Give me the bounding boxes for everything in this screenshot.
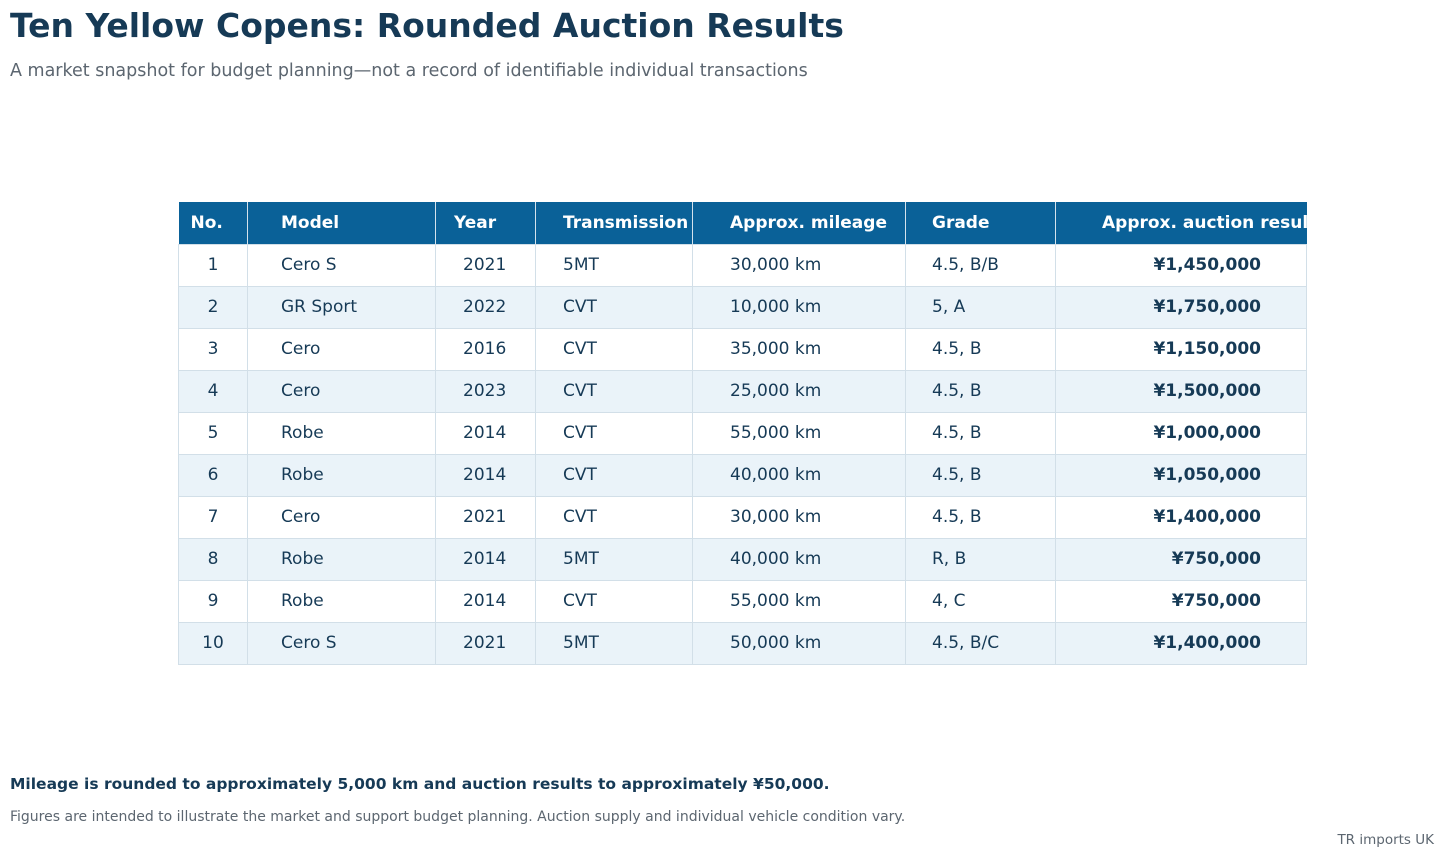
cell-no: 2 [178, 285, 248, 329]
cell-auction-result: ¥750,000 [1055, 579, 1307, 623]
cell-transmission: CVT [535, 285, 693, 329]
cell-transmission: 5MT [535, 243, 693, 287]
table-header: No. Model Year Transmission Approx. mile… [178, 202, 1316, 244]
cell-grade: 4.5, B [905, 369, 1056, 413]
cell-grade: 4.5, B/C [905, 621, 1056, 665]
cell-year: 2021 [435, 621, 536, 665]
cell-no: 1 [178, 243, 248, 287]
column-header-grade: Grade [905, 202, 1056, 244]
cell-year: 2014 [435, 579, 536, 623]
cell-no: 9 [178, 579, 248, 623]
cell-auction-result: ¥1,400,000 [1055, 495, 1307, 539]
cell-model: GR Sport [247, 285, 436, 329]
cell-auction-result: ¥1,750,000 [1055, 285, 1307, 329]
cell-year: 2021 [435, 243, 536, 287]
cell-no: 6 [178, 453, 248, 497]
cell-mileage: 55,000 km [692, 579, 906, 623]
cell-auction-result: ¥1,400,000 [1055, 621, 1307, 665]
page-title: Ten Yellow Copens: Rounded Auction Resul… [10, 6, 844, 45]
column-header-mileage: Approx. mileage [692, 202, 906, 244]
cell-no: 4 [178, 369, 248, 413]
cell-mileage: 55,000 km [692, 411, 906, 455]
table-row: 2 GR Sport 2022 CVT 10,000 km 5, A ¥1,750,000 [178, 285, 1307, 329]
cell-auction-result: ¥1,050,000 [1055, 453, 1307, 497]
header-row: No. Model Year Transmission Approx. mile… [178, 202, 1316, 244]
cell-year: 2014 [435, 411, 536, 455]
cell-grade: R, B [905, 537, 1056, 581]
source-credit: TR imports UK [1337, 832, 1434, 848]
table-row: 1 Cero S 2021 5MT 30,000 km 4.5, B/B ¥1,450,00… [178, 243, 1307, 287]
cell-mileage: 25,000 km [692, 369, 906, 413]
cell-no: 3 [178, 327, 248, 371]
table-row: 8 Robe 2014 5MT 40,000 km R, B ¥750,000 [178, 537, 1307, 581]
cell-no: 8 [178, 537, 248, 581]
column-header-no: No. [178, 202, 248, 244]
cell-mileage: 40,000 km [692, 453, 906, 497]
cell-transmission: 5MT [535, 621, 693, 665]
cell-auction-result: ¥1,000,000 [1055, 411, 1307, 455]
cell-grade: 4.5, B [905, 495, 1056, 539]
table-body: 1 Cero S 2021 5MT 30,000 km 4.5, B/B ¥1,450,00… [178, 243, 1307, 665]
table-row: 10 Cero S 2021 5MT 50,000 km 4.5, B/C ¥1,400,0… [178, 621, 1307, 665]
cell-year: 2016 [435, 327, 536, 371]
cell-year: 2021 [435, 495, 536, 539]
table-row: 3 Cero 2016 CVT 35,000 km 4.5, B ¥1,150,000 [178, 327, 1307, 371]
cell-year: 2023 [435, 369, 536, 413]
cell-model: Robe [247, 579, 436, 623]
cell-transmission: CVT [535, 369, 693, 413]
cell-mileage: 40,000 km [692, 537, 906, 581]
cell-mileage: 50,000 km [692, 621, 906, 665]
cell-transmission: CVT [535, 579, 693, 623]
cell-transmission: CVT [535, 411, 693, 455]
cell-transmission: 5MT [535, 537, 693, 581]
column-header-transmission: Transmission [535, 202, 693, 244]
column-header-year: Year [435, 202, 536, 244]
cell-model: Robe [247, 537, 436, 581]
cell-no: 10 [178, 621, 248, 665]
cell-transmission: CVT [535, 453, 693, 497]
cell-transmission: CVT [535, 327, 693, 371]
table-row: 9 Robe 2014 CVT 55,000 km 4, C ¥750,000 [178, 579, 1307, 623]
cell-mileage: 35,000 km [692, 327, 906, 371]
disclaimer-note: Figures are intended to illustrate the m… [10, 809, 906, 825]
cell-model: Cero [247, 327, 436, 371]
cell-grade: 4.5, B [905, 327, 1056, 371]
cell-mileage: 10,000 km [692, 285, 906, 329]
cell-year: 2022 [435, 285, 536, 329]
cell-mileage: 30,000 km [692, 495, 906, 539]
cell-year: 2014 [435, 537, 536, 581]
page-subtitle: A market snapshot for budget planning—no… [10, 61, 808, 81]
cell-model: Cero [247, 369, 436, 413]
column-header-auction-result: Approx. auction result [1055, 202, 1316, 244]
cell-mileage: 30,000 km [692, 243, 906, 287]
table-row: 4 Cero 2023 CVT 25,000 km 4.5, B ¥1,500,000 [178, 369, 1307, 413]
table-row: 5 Robe 2014 CVT 55,000 km 4.5, B ¥1,000,000 [178, 411, 1307, 455]
cell-auction-result: ¥1,500,000 [1055, 369, 1307, 413]
cell-grade: 5, A [905, 285, 1056, 329]
table-row: 7 Cero 2021 CVT 30,000 km 4.5, B ¥1,400,000 [178, 495, 1307, 539]
cell-no: 7 [178, 495, 248, 539]
cell-year: 2014 [435, 453, 536, 497]
table-row: 6 Robe 2014 CVT 40,000 km 4.5, B ¥1,050,000 [178, 453, 1307, 497]
cell-auction-result: ¥1,150,000 [1055, 327, 1307, 371]
column-header-model: Model [247, 202, 436, 244]
cell-model: Cero S [247, 243, 436, 287]
cell-transmission: CVT [535, 495, 693, 539]
cell-model: Cero S [247, 621, 436, 665]
cell-model: Robe [247, 411, 436, 455]
cell-grade: 4, C [905, 579, 1056, 623]
cell-no: 5 [178, 411, 248, 455]
cell-grade: 4.5, B [905, 411, 1056, 455]
cell-grade: 4.5, B [905, 453, 1056, 497]
auction-results-table: No. Model Year Transmission Approx. mile… [178, 202, 1316, 665]
cell-auction-result: ¥1,450,000 [1055, 243, 1307, 287]
cell-model: Robe [247, 453, 436, 497]
rounding-note: Mileage is rounded to approximately 5,00… [10, 775, 830, 793]
cell-grade: 4.5, B/B [905, 243, 1056, 287]
cell-model: Cero [247, 495, 436, 539]
cell-auction-result: ¥750,000 [1055, 537, 1307, 581]
